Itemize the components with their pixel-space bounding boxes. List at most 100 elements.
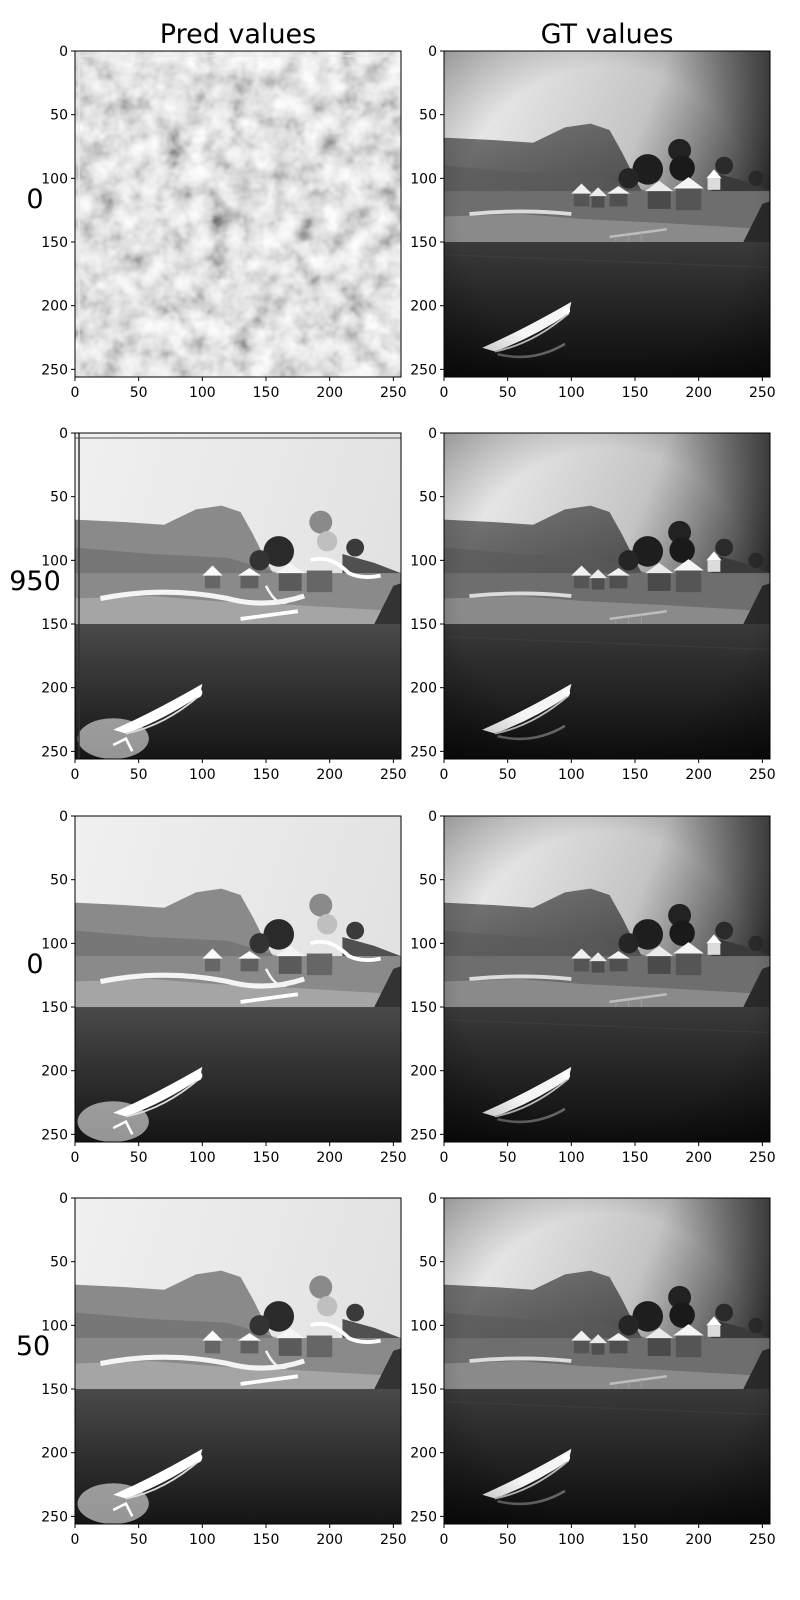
y-tick-label: 150 [410, 1382, 437, 1398]
x-tick-label: 100 [189, 1532, 216, 1548]
y-tick-label: 200 [41, 299, 68, 315]
y-tick-label: 50 [419, 490, 437, 506]
x-tick-label: 200 [316, 767, 343, 783]
x-tick-label: 200 [685, 1150, 712, 1166]
gt-image [444, 816, 770, 1142]
y-tick-label: 250 [41, 744, 68, 760]
y-tick-label: 200 [410, 1446, 437, 1462]
y-tick-label: 100 [410, 936, 437, 952]
y-tick-label: 150 [41, 1000, 68, 1016]
y-tick-label: 50 [50, 490, 68, 506]
y-tick-label: 200 [410, 681, 437, 697]
x-tick-label: 250 [380, 1150, 407, 1166]
x-tick-label: 250 [749, 1150, 776, 1166]
y-tick-label: 200 [41, 1064, 68, 1080]
x-tick-label: 50 [499, 767, 517, 783]
x-tick-label: 150 [622, 1150, 649, 1166]
x-tick-label: 0 [440, 385, 449, 401]
y-tick-label: 250 [410, 1127, 437, 1143]
x-tick-label: 200 [685, 1532, 712, 1548]
x-tick-label: 100 [189, 385, 216, 401]
y-tick-label: 200 [41, 1446, 68, 1462]
column-title-0: Pred values [160, 19, 316, 50]
axes-frame [443, 815, 771, 1143]
pred-image [75, 1198, 401, 1524]
y-tick-label: 0 [59, 809, 68, 825]
x-tick-label: 150 [253, 1532, 280, 1548]
gt-image [444, 433, 770, 759]
y-tick-label: 0 [428, 809, 437, 825]
y-tick-label: 100 [41, 553, 68, 569]
y-tick-label: 250 [410, 744, 437, 760]
x-tick-label: 0 [71, 767, 80, 783]
x-tick-label: 200 [685, 767, 712, 783]
y-tick-label: 50 [419, 1255, 437, 1271]
y-tick-label: 100 [410, 553, 437, 569]
x-tick-label: 50 [130, 1150, 148, 1166]
x-tick-label: 150 [253, 385, 280, 401]
x-tick-label: 250 [380, 385, 407, 401]
x-tick-label: 250 [749, 1532, 776, 1548]
y-tick-label: 0 [59, 44, 68, 60]
y-tick-label: 50 [419, 108, 437, 124]
x-tick-label: 50 [499, 385, 517, 401]
x-tick-label: 150 [622, 767, 649, 783]
x-tick-label: 50 [499, 1150, 517, 1166]
x-tick-label: 100 [558, 1532, 585, 1548]
y-tick-label: 100 [410, 171, 437, 187]
axes-frame [74, 50, 402, 378]
x-tick-label: 100 [558, 1150, 585, 1166]
x-tick-label: 150 [622, 385, 649, 401]
axes-frame [74, 815, 402, 1143]
y-tick-label: 50 [50, 1255, 68, 1271]
x-tick-label: 200 [316, 1150, 343, 1166]
y-tick-label: 150 [41, 235, 68, 251]
x-tick-label: 150 [253, 1150, 280, 1166]
column-title-1: GT values [541, 19, 674, 50]
y-tick-label: 250 [41, 1127, 68, 1143]
y-tick-label: 150 [41, 1382, 68, 1398]
x-tick-label: 0 [71, 1150, 80, 1166]
row-label-3: 50 [16, 1331, 50, 1362]
y-tick-label: 150 [410, 617, 437, 633]
y-tick-label: 50 [50, 108, 68, 124]
x-tick-label: 0 [440, 767, 449, 783]
y-tick-label: 0 [428, 426, 437, 442]
x-tick-label: 150 [622, 1532, 649, 1548]
row-label-2: 0 [26, 949, 43, 980]
y-tick-label: 250 [41, 362, 68, 378]
y-tick-label: 100 [410, 1318, 437, 1334]
axes-frame [74, 432, 402, 760]
x-tick-label: 100 [189, 1150, 216, 1166]
x-tick-label: 200 [685, 385, 712, 401]
y-tick-label: 0 [428, 1191, 437, 1207]
x-tick-label: 50 [499, 1532, 517, 1548]
y-tick-label: 250 [410, 1509, 437, 1525]
y-tick-label: 150 [410, 235, 437, 251]
y-tick-label: 50 [419, 873, 437, 889]
y-tick-label: 0 [428, 44, 437, 60]
row-label-0: 0 [26, 184, 43, 215]
pred-image [75, 433, 401, 759]
axes-frame [443, 1197, 771, 1525]
y-tick-label: 50 [50, 873, 68, 889]
x-tick-label: 150 [253, 767, 280, 783]
y-tick-label: 0 [59, 426, 68, 442]
x-tick-label: 100 [558, 767, 585, 783]
y-tick-label: 150 [41, 617, 68, 633]
y-tick-label: 150 [410, 1000, 437, 1016]
y-tick-label: 100 [41, 171, 68, 187]
row-label-1: 950 [9, 566, 61, 597]
y-tick-label: 250 [410, 362, 437, 378]
y-tick-label: 100 [41, 1318, 68, 1334]
y-tick-label: 200 [410, 299, 437, 315]
noise-image [75, 51, 401, 377]
